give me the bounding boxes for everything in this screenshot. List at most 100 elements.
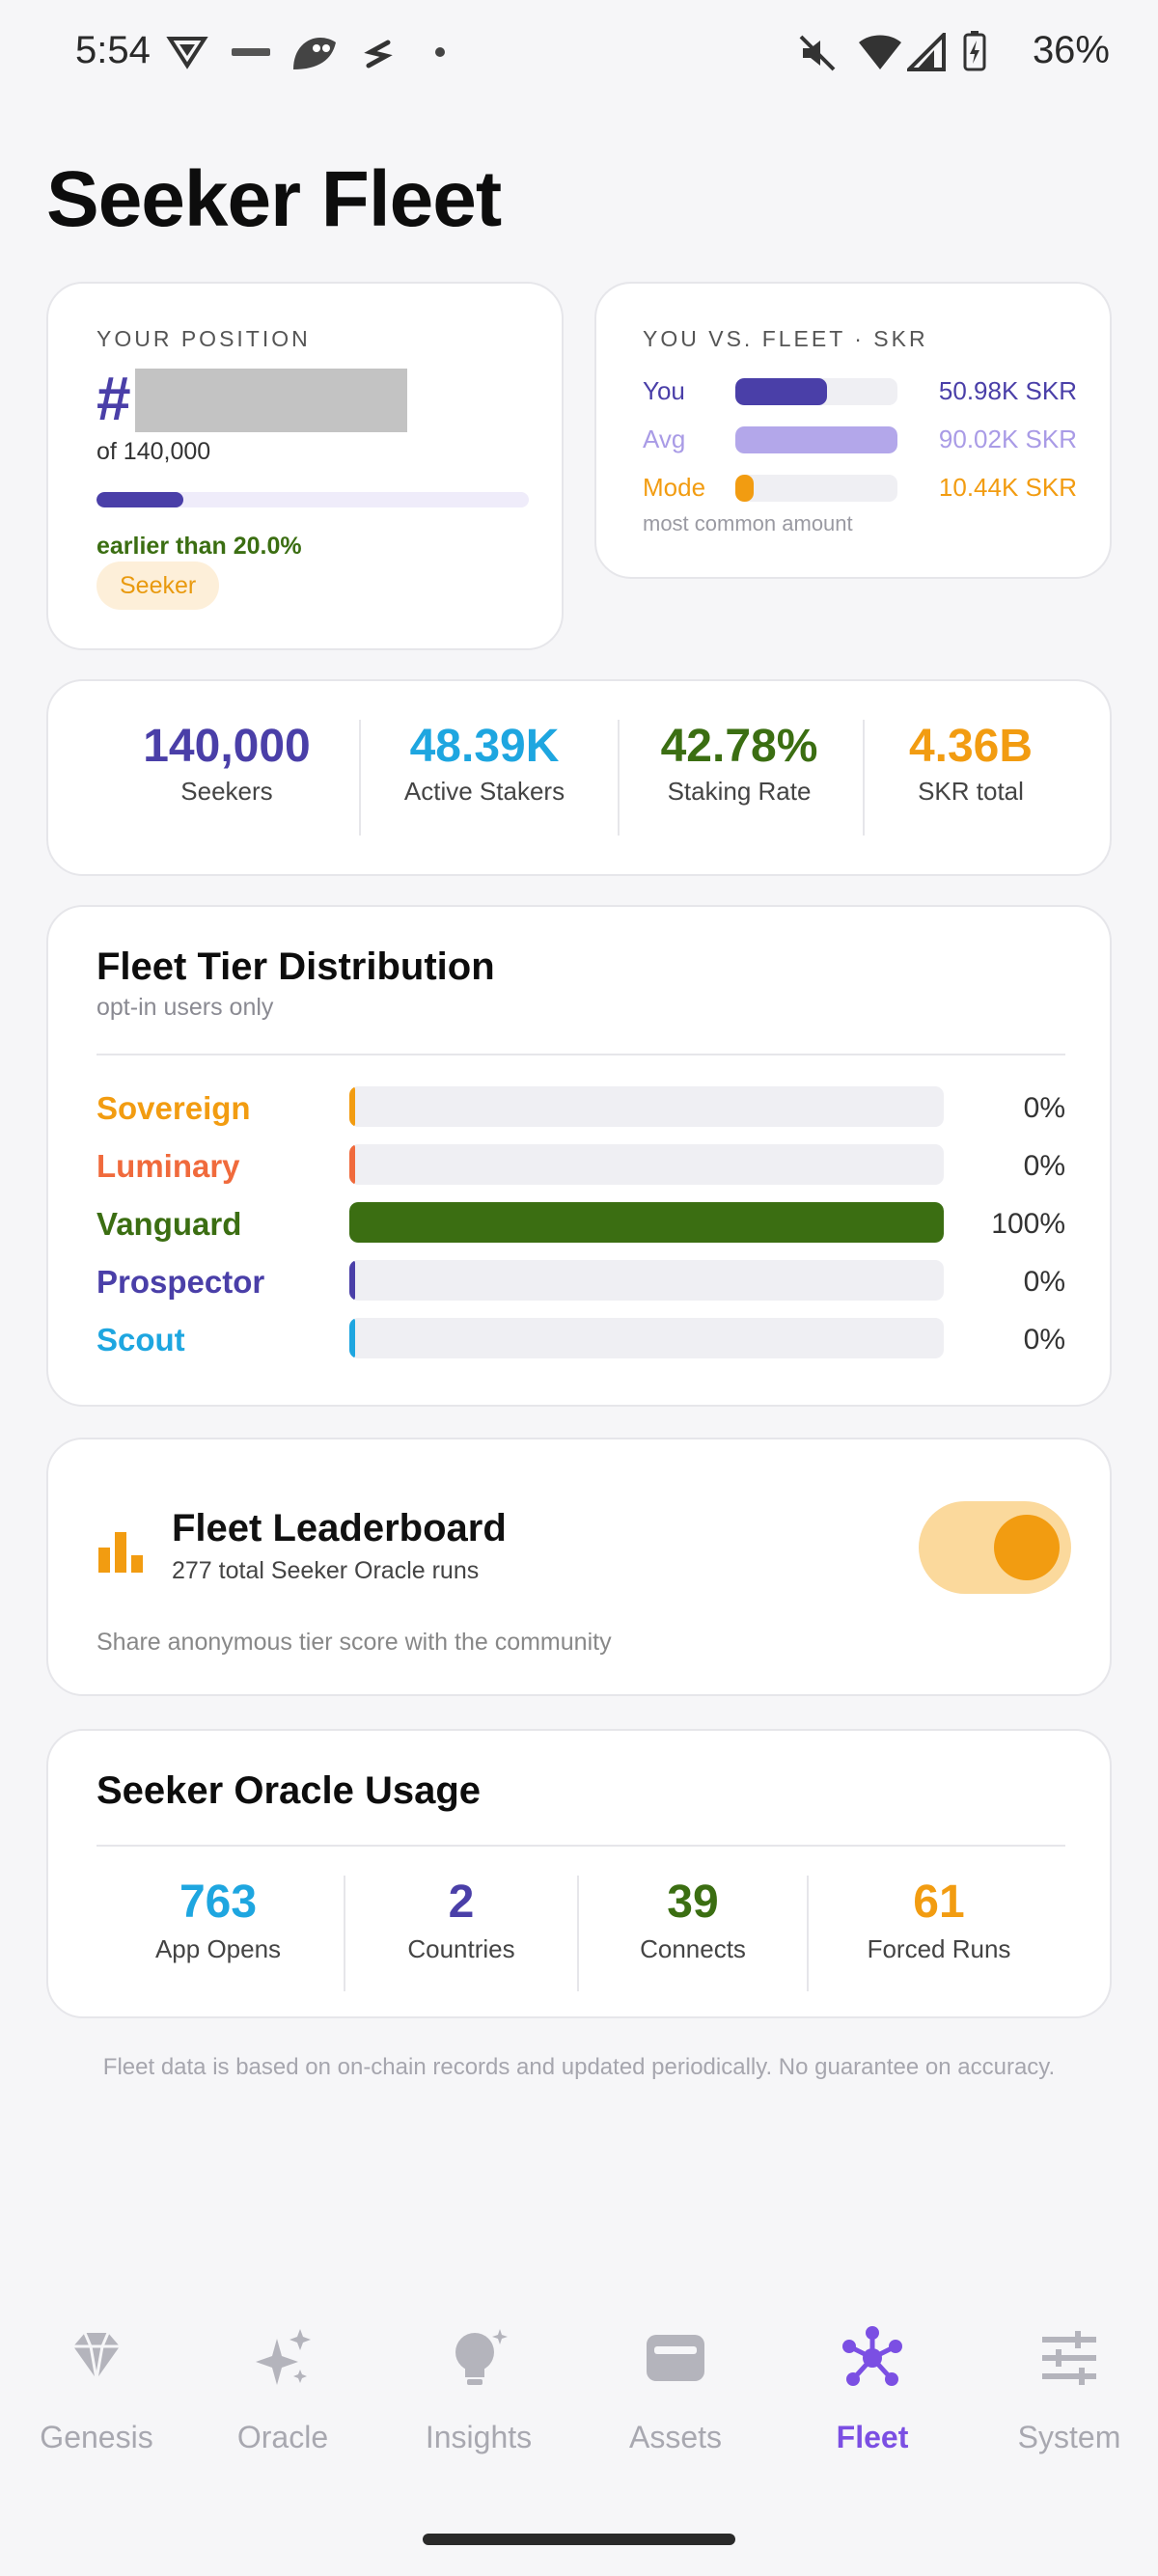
stat-label: Seekers bbox=[180, 777, 273, 806]
bar-chart-icon bbox=[98, 1532, 143, 1573]
compare-label: Avg bbox=[643, 425, 686, 453]
tier-row-vanguard: Vanguard 100% bbox=[96, 1202, 1065, 1245]
usage-value: 61 bbox=[913, 1877, 965, 1928]
fleet-stats-card: 140,000 Seekers 48.39K Active Stakers 42… bbox=[46, 679, 1112, 876]
tier-distribution-card: Fleet Tier Distribution opt-in users onl… bbox=[46, 905, 1112, 1407]
position-eyebrow: YOUR POSITION bbox=[96, 326, 311, 351]
compare-fill bbox=[735, 378, 828, 405]
stat-value: 4.36B bbox=[908, 721, 1034, 772]
stat-value: 48.39K bbox=[409, 721, 560, 772]
stat-active-stakers: 48.39K Active Stakers bbox=[361, 720, 608, 836]
usage-label: App Opens bbox=[154, 1934, 282, 1963]
nav-oracle[interactable]: Oracle bbox=[186, 2296, 379, 2480]
compare-eyebrow: YOU VS. FLEET · SKR bbox=[643, 326, 928, 351]
usage-value: 2 bbox=[448, 1877, 475, 1928]
battery-level: 36% bbox=[1032, 29, 1110, 71]
tier-row-prospector: Prospector 0% bbox=[96, 1260, 1065, 1302]
toggle-knob bbox=[994, 1515, 1060, 1580]
usage-countries: 2 Countries bbox=[345, 1876, 577, 1964]
stat-label: SKR total bbox=[918, 777, 1024, 806]
network-icon bbox=[842, 2326, 902, 2386]
tier-distribution-title: Fleet Tier Distribution bbox=[96, 945, 495, 988]
nav-assets[interactable]: Assets bbox=[579, 2296, 772, 2480]
wifi-icon bbox=[859, 35, 901, 69]
fleet-disclaimer: Fleet data is based on on-chain records … bbox=[102, 2054, 1056, 2080]
tier-row-scout: Scout 0% bbox=[96, 1318, 1065, 1360]
compare-value: 50.98K SKR bbox=[938, 376, 1077, 405]
usage-forced-runs: 61 Forced Runs bbox=[809, 1876, 1069, 1964]
usage-label: Connects bbox=[640, 1934, 746, 1963]
vpn-shield-icon bbox=[166, 37, 208, 69]
tier-row-luminary: Luminary 0% bbox=[96, 1144, 1065, 1187]
usage-app-opens: 763 App Opens bbox=[96, 1876, 340, 1964]
tier-bar-fill bbox=[349, 1144, 355, 1185]
tier-bar-track bbox=[349, 1086, 944, 1127]
nav-fleet[interactable]: Fleet bbox=[776, 2296, 969, 2480]
stat-value: 140,000 bbox=[143, 721, 311, 772]
nav-label: Insights bbox=[425, 2420, 533, 2454]
tier-bar-track bbox=[349, 1144, 944, 1185]
stat-staking-rate: 42.78% Staking Rate bbox=[620, 720, 859, 836]
tier-percent: 0% bbox=[1023, 1324, 1065, 1356]
app-s-icon bbox=[364, 40, 393, 69]
tier-divider bbox=[96, 1054, 1065, 1055]
nav-label: Genesis bbox=[40, 2420, 153, 2454]
diamond-icon bbox=[73, 2332, 120, 2380]
tier-bar-fill bbox=[349, 1086, 355, 1127]
compare-track bbox=[735, 426, 897, 453]
position-progress-fill bbox=[96, 492, 183, 507]
compare-label: Mode bbox=[643, 473, 706, 502]
position-of-total: of 140,000 bbox=[96, 438, 211, 465]
stat-value: 42.78% bbox=[660, 721, 818, 772]
sparkle-icon bbox=[256, 2329, 311, 2385]
nav-system[interactable]: System bbox=[973, 2296, 1158, 2480]
compare-fill bbox=[735, 475, 755, 502]
compare-value: 90.02K SKR bbox=[938, 425, 1077, 453]
home-indicator[interactable] bbox=[423, 2534, 735, 2545]
compare-note: most common amount bbox=[643, 511, 853, 535]
tier-name: Sovereign bbox=[96, 1090, 251, 1126]
lightbulb-icon bbox=[455, 2329, 508, 2385]
tier-name: Vanguard bbox=[96, 1206, 242, 1242]
tier-percent: 0% bbox=[1023, 1266, 1065, 1298]
leaderboard-share-toggle[interactable] bbox=[919, 1501, 1071, 1594]
position-hash: # bbox=[96, 364, 131, 433]
sliders-icon bbox=[1042, 2331, 1096, 2385]
position-progress-track bbox=[96, 492, 529, 507]
tier-bar-track bbox=[349, 1202, 944, 1243]
compare-row-avg: Avg 90.02K SKR bbox=[643, 419, 1077, 457]
app-notification-icon bbox=[232, 48, 270, 56]
nav-label: Oracle bbox=[236, 2420, 329, 2454]
nav-insights[interactable]: Insights bbox=[382, 2296, 575, 2480]
usage-value: 763 bbox=[179, 1877, 258, 1928]
battery-icon bbox=[963, 31, 986, 71]
usage-label: Forced Runs bbox=[867, 1934, 1011, 1963]
tier-name: Prospector bbox=[96, 1264, 265, 1300]
oracle-usage-card: Seeker Oracle Usage 763 App Opens 2 Coun… bbox=[46, 1729, 1112, 2018]
wallet-icon bbox=[647, 2335, 704, 2381]
stat-label: Staking Rate bbox=[667, 777, 812, 806]
nav-genesis[interactable]: Genesis bbox=[0, 2296, 193, 2480]
stat-divider bbox=[618, 720, 620, 836]
stat-divider bbox=[863, 720, 865, 836]
compare-row-mode: Mode 10.44K SKR bbox=[643, 467, 1077, 506]
stat-seekers: 140,000 Seekers bbox=[87, 720, 367, 836]
stat-divider bbox=[359, 720, 361, 836]
nav-label: Assets bbox=[628, 2420, 723, 2454]
tier-bar-track bbox=[349, 1260, 944, 1301]
you-vs-fleet-card: YOU VS. FLEET · SKR You 50.98K SKR Avg 9… bbox=[594, 282, 1112, 579]
usage-connects: 39 Connects bbox=[579, 1876, 807, 1964]
compare-fill bbox=[735, 426, 897, 453]
usage-value: 39 bbox=[667, 1877, 719, 1928]
usage-divider-v bbox=[807, 1876, 809, 1991]
leaderboard-subtitle: 277 total Seeker Oracle runs bbox=[172, 1557, 480, 1584]
tier-name: Luminary bbox=[96, 1148, 240, 1184]
tier-name: Scout bbox=[96, 1322, 185, 1357]
tier-bar-fill bbox=[349, 1318, 355, 1358]
leaderboard-title: Fleet Leaderboard bbox=[172, 1507, 507, 1549]
stat-skr-total: 4.36B SKR total bbox=[865, 720, 1077, 836]
tier-bar-fill bbox=[349, 1260, 355, 1301]
compare-value: 10.44K SKR bbox=[938, 473, 1077, 502]
status-time: 5:54 bbox=[75, 29, 151, 71]
compare-row-you: You 50.98K SKR bbox=[643, 370, 1077, 409]
